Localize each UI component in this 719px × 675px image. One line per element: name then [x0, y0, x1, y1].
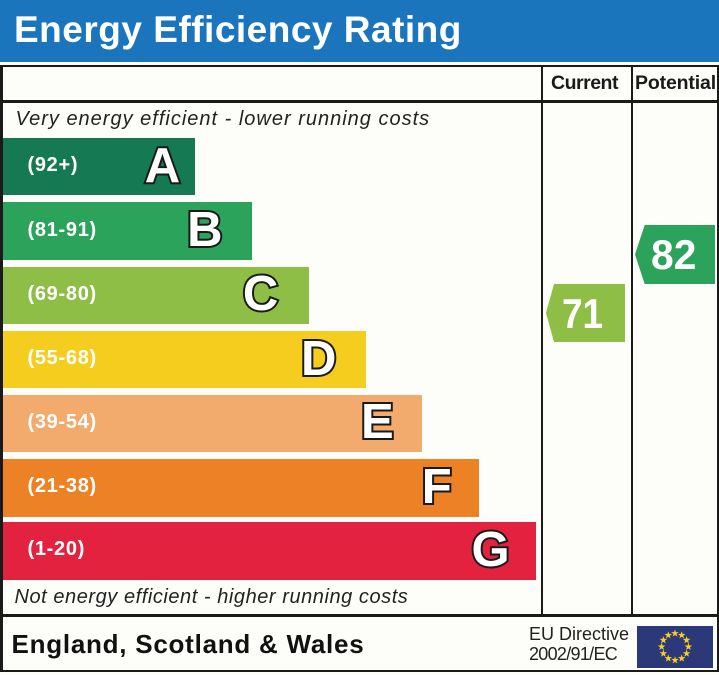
svg-text:71: 71	[562, 291, 603, 338]
svg-text:82: 82	[651, 231, 696, 278]
